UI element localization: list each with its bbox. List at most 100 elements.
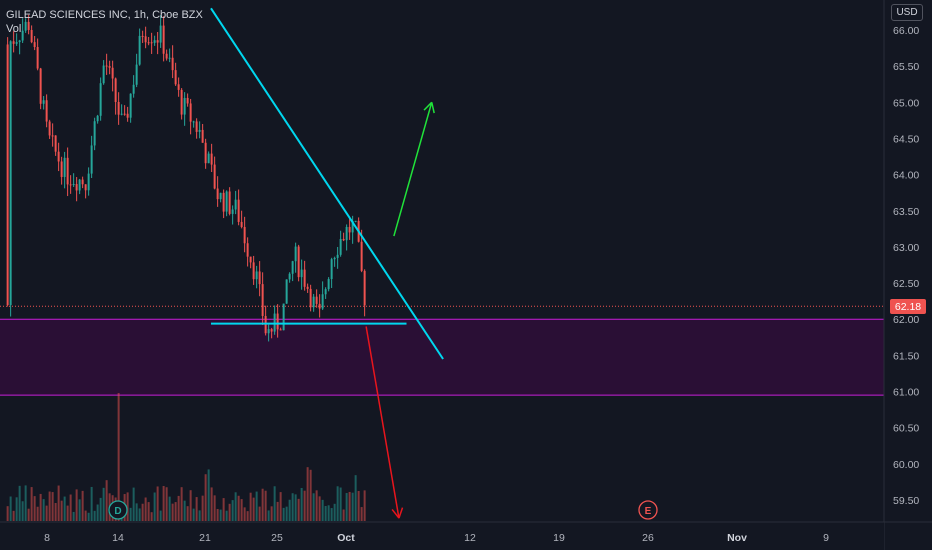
candle (93, 117, 96, 151)
candle (297, 244, 300, 282)
volume-bar (135, 503, 138, 521)
volume-bar (297, 498, 300, 521)
volume-bar (354, 475, 357, 521)
volume-bar (294, 494, 297, 521)
descending-trendline[interactable] (210, 7, 444, 360)
candle (132, 75, 135, 98)
candle (273, 305, 276, 335)
candle (186, 93, 189, 107)
volume-bar (72, 511, 75, 521)
candle (159, 15, 162, 48)
y-tick-label: 62.00 (893, 314, 919, 326)
volume-bar (126, 492, 129, 521)
candle (54, 135, 57, 156)
volume-bar (219, 509, 222, 521)
candle (336, 246, 339, 269)
volume-bar (66, 505, 69, 521)
volume-bar (270, 506, 273, 521)
candle (210, 143, 213, 173)
candle (348, 218, 351, 240)
candle (219, 192, 222, 203)
candle (72, 173, 75, 187)
volume-bar (318, 496, 321, 521)
volume-bar (225, 510, 228, 521)
volume-bar (231, 500, 234, 521)
candle (135, 53, 138, 88)
volume-bar (282, 507, 285, 521)
candle (45, 94, 48, 128)
volume-bar (132, 487, 135, 521)
candle (249, 256, 252, 269)
candle (171, 45, 174, 79)
candles (6, 14, 366, 342)
candle (57, 142, 60, 172)
candle (36, 38, 39, 71)
volume-bar (165, 487, 168, 521)
volume-bar (204, 474, 207, 521)
volume-bar (150, 512, 153, 521)
volume-bar (300, 487, 303, 521)
volume-bar (177, 495, 180, 521)
y-tick-label: 61.50 (893, 350, 919, 362)
candle (90, 135, 93, 179)
currency-button[interactable]: USD (891, 4, 923, 21)
x-tick-label: 26 (642, 532, 654, 544)
candle (225, 190, 228, 217)
volume-bar (153, 492, 156, 521)
candle (192, 120, 195, 128)
volume-bar (147, 502, 150, 521)
candle (318, 294, 321, 318)
volume-bar (360, 507, 363, 521)
candle (270, 327, 273, 339)
candle (309, 284, 312, 312)
candle (342, 232, 345, 242)
volume-bar (93, 510, 96, 521)
event-marker-e[interactable]: E (638, 500, 658, 520)
volume-bar (201, 495, 204, 521)
bearish-arrow[interactable] (365, 326, 404, 519)
candle (327, 277, 330, 292)
candle (204, 138, 207, 169)
volume-bar (243, 507, 246, 521)
candle (180, 88, 183, 120)
candle (222, 189, 225, 219)
bullish-arrow[interactable] (393, 101, 435, 237)
volume-bar (342, 509, 345, 521)
volume-bar (24, 485, 27, 521)
candle (123, 105, 126, 116)
candle (117, 92, 120, 125)
price-axis[interactable] (884, 0, 932, 550)
volume-bar (189, 490, 192, 521)
volume-bar (171, 503, 174, 521)
volume-bar (105, 480, 108, 521)
candle (96, 114, 99, 124)
candle (120, 104, 123, 116)
volume-bar (249, 492, 252, 521)
volume-bars (6, 393, 366, 521)
volume-bar (15, 497, 18, 521)
volume-bar (207, 469, 210, 521)
volume-bar (315, 490, 318, 521)
candle (267, 324, 270, 342)
candle (153, 35, 156, 46)
candle (330, 257, 333, 288)
candle (27, 14, 30, 35)
candle (12, 31, 15, 53)
candle (363, 269, 366, 317)
candle (165, 49, 168, 61)
candle (129, 93, 132, 123)
candle (81, 176, 84, 189)
volume-bar (18, 485, 21, 521)
candle (69, 175, 72, 194)
candle (351, 215, 354, 244)
candle (201, 123, 204, 143)
candle (264, 305, 267, 336)
x-tick-label: Oct (337, 532, 355, 544)
time-axis[interactable] (0, 522, 884, 550)
volume-bar (261, 488, 264, 521)
candle (39, 67, 42, 110)
volume-bar (6, 506, 9, 521)
event-marker-d[interactable]: D (108, 500, 128, 520)
candle (84, 184, 87, 199)
